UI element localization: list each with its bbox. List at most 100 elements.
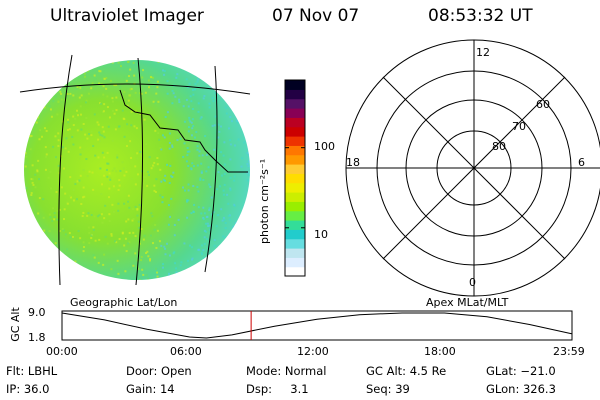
speckle: [45, 153, 48, 156]
speckle: [140, 154, 143, 157]
speckle: [122, 167, 125, 170]
speckle: [83, 246, 86, 249]
speckle: [187, 183, 190, 186]
speckle: [85, 276, 88, 279]
speckle: [109, 176, 112, 179]
speckle: [52, 63, 55, 66]
speckle: [245, 249, 248, 252]
speckle: [160, 180, 163, 183]
speckle: [30, 178, 33, 181]
speckle: [204, 135, 207, 138]
speckle: [169, 164, 172, 167]
speckle: [36, 255, 39, 258]
speckle: [190, 121, 193, 124]
speckle: [44, 95, 47, 98]
speckle: [102, 93, 105, 96]
speckle: [136, 214, 139, 217]
speckle: [88, 276, 91, 279]
speckle: [222, 189, 225, 192]
speckle: [148, 156, 151, 159]
speckle: [196, 74, 199, 77]
speckle: [118, 237, 121, 240]
speckle: [229, 176, 232, 179]
speckle: [159, 60, 162, 63]
speckle: [79, 86, 82, 89]
speckle: [111, 203, 114, 206]
speckle: [230, 64, 233, 67]
speckle: [99, 70, 102, 73]
speckle: [94, 154, 97, 157]
speckle: [203, 71, 206, 74]
speckle: [35, 253, 38, 256]
speckle: [42, 198, 45, 201]
speckle: [217, 136, 220, 139]
colorbar-tick-100: 100: [314, 140, 335, 153]
speckle: [148, 86, 151, 89]
speckle: [178, 98, 181, 101]
speckle: [59, 90, 62, 93]
speckle: [101, 221, 104, 224]
speckle: [197, 68, 200, 71]
colorbar-segment: [285, 182, 305, 193]
speckle: [211, 69, 214, 72]
speckle: [145, 143, 148, 146]
speckle: [157, 100, 160, 103]
speckle: [223, 193, 226, 196]
speckle: [247, 63, 250, 66]
speckle: [156, 86, 159, 89]
speckle: [110, 233, 113, 236]
speckle: [114, 240, 117, 243]
speckle: [88, 60, 91, 63]
speckle: [168, 141, 171, 144]
speckle: [27, 124, 30, 127]
speckle: [163, 70, 166, 73]
speckle: [42, 66, 45, 69]
speckle: [224, 222, 227, 225]
speckle: [60, 98, 63, 101]
speckle: [31, 243, 34, 246]
speckle: [70, 196, 73, 199]
speckle: [240, 236, 243, 239]
speckle: [196, 80, 199, 83]
speckle: [229, 139, 232, 142]
speckle: [246, 171, 249, 174]
speckle: [29, 109, 32, 112]
speckle: [49, 216, 52, 219]
speckle: [166, 163, 169, 166]
speckle: [234, 100, 237, 103]
speckle: [191, 127, 194, 130]
speckle: [208, 102, 211, 105]
geographic-grid: [19, 54, 251, 286]
speckle: [218, 130, 221, 133]
speckle: [199, 272, 202, 275]
speckle: [64, 233, 67, 236]
colorbar-segment: [285, 154, 305, 165]
speckle: [236, 93, 239, 96]
speckle: [225, 112, 228, 115]
speckle: [110, 268, 113, 271]
speckle: [51, 145, 54, 148]
speckle: [72, 94, 75, 97]
speckle: [178, 101, 181, 104]
speckle: [141, 76, 144, 79]
speckle: [246, 152, 249, 155]
speckle: [79, 105, 82, 108]
speckle: [220, 151, 223, 154]
speckle: [72, 143, 75, 146]
meridian-line: [58, 54, 73, 286]
speckle: [221, 174, 224, 177]
speckle: [97, 156, 100, 159]
speckle: [71, 235, 74, 238]
speckle: [102, 130, 105, 133]
speckle: [116, 156, 119, 159]
speckle: [157, 132, 160, 135]
speckle: [240, 80, 243, 83]
speckle: [210, 213, 213, 216]
speckle: [162, 69, 165, 72]
speckle: [84, 276, 87, 279]
speckle: [145, 81, 148, 84]
speckle: [177, 218, 180, 221]
speckle: [84, 101, 87, 104]
speckle: [164, 253, 167, 256]
speckle: [249, 156, 250, 159]
